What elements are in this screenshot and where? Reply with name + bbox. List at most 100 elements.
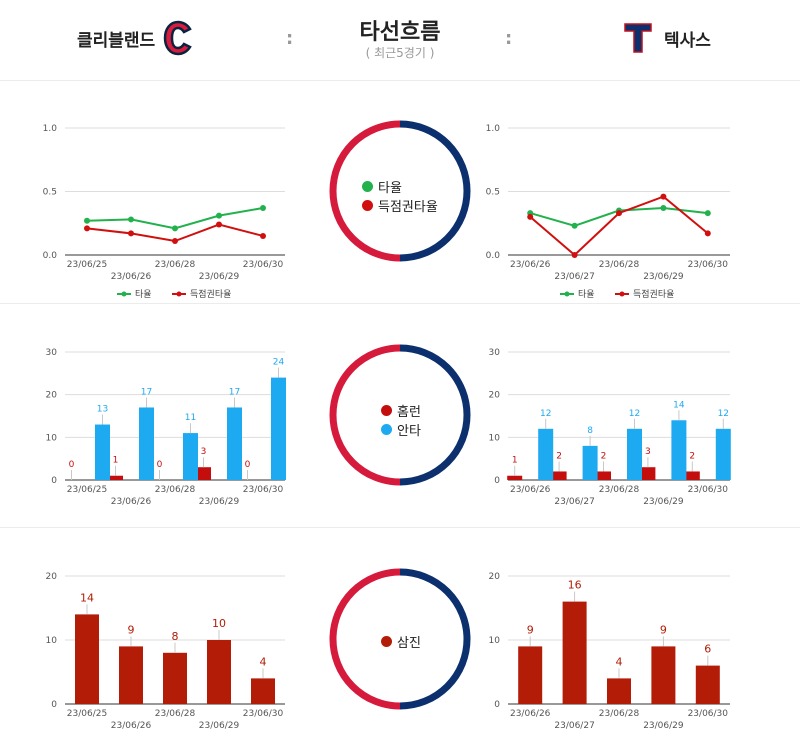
data-label: 17 (141, 387, 152, 397)
x-tick-label: 23/06/28 (155, 709, 196, 719)
data-label: 0 (69, 460, 75, 470)
data-label: 6 (704, 643, 711, 656)
x-tick-label: 23/06/26 (111, 721, 152, 731)
data-label: 8 (587, 426, 593, 436)
data-label: 9 (128, 623, 135, 636)
strikeout-legend: 삼진 (381, 632, 421, 651)
data-label: 1 (512, 456, 518, 466)
x-tick-label: 23/06/29 (199, 272, 240, 282)
x-tick-label: 23/06/29 (643, 272, 684, 282)
y-tick-label: 0 (51, 700, 57, 710)
data-label: 24 (273, 358, 285, 368)
cleveland-batting-chart: 0.0 0.5 1.0 23/06/25 23/06/2623/06/2823/06/2… (43, 124, 285, 300)
section-divider (0, 527, 800, 528)
bar (271, 377, 286, 480)
data-label: 12 (629, 409, 640, 419)
x-tick-label: 23/06/30 (243, 709, 284, 719)
data-label: 13 (97, 405, 108, 415)
hr-dot-icon (381, 405, 392, 416)
data-point (571, 252, 578, 258)
legend-label: 득점권타율 (190, 288, 231, 300)
avg-dot-icon (362, 181, 373, 192)
y-tick-label: 30 (489, 348, 501, 358)
so-dot-icon (381, 636, 392, 647)
y-tick-label: 30 (46, 348, 58, 358)
bar (227, 407, 242, 480)
data-label: 0 (157, 460, 163, 470)
left-team-name: 클리블랜드 (77, 31, 156, 51)
cleveland-hits-chart: 010203023/06/2523/06/2623/06/2823/06/292… (46, 348, 286, 507)
data-label: 2 (556, 451, 562, 461)
x-tick-label: 23/06/28 (155, 485, 196, 495)
y-tick-label: 10 (489, 636, 501, 646)
data-label: 4 (616, 655, 623, 668)
x-tick-label: 23/06/26 (111, 497, 152, 507)
data-point (172, 225, 178, 232)
x-tick-label: 23/06/30 (243, 485, 284, 495)
bar (640, 467, 656, 480)
y-tick-label: 0.5 (43, 188, 57, 198)
bar (715, 428, 731, 480)
x-tick-label: 23/06/28 (155, 260, 196, 270)
legend-item-hits: 안타 (381, 420, 421, 439)
data-point (704, 210, 711, 217)
data-label: 9 (527, 623, 534, 636)
batting-ring (329, 120, 471, 262)
data-point (616, 210, 622, 217)
data-label: 17 (229, 387, 240, 397)
bar (207, 640, 231, 704)
x-tick-label: 23/06/26 (510, 709, 551, 719)
data-point (172, 238, 178, 245)
bar (163, 652, 187, 704)
data-label: 14 (80, 591, 94, 604)
data-label: 2 (601, 451, 607, 461)
header: 클리블랜드 C : 타선흐름 ( 최근5경기 ) : T 텍사스 (0, 0, 800, 81)
data-label: 16 (568, 579, 582, 592)
data-label: 1 (113, 456, 119, 466)
data-point (660, 205, 667, 212)
bar (95, 424, 110, 480)
x-tick-label: 23/06/29 (199, 497, 240, 507)
data-point (260, 205, 266, 212)
x-tick-label: 23/06/28 (599, 709, 640, 719)
legend-item-avg: 타율 (362, 177, 438, 196)
bar (582, 445, 598, 480)
x-tick-label: 23/06/25 (67, 260, 107, 270)
series-line (529, 195, 709, 257)
right-separator: : (505, 28, 513, 49)
data-point (527, 213, 534, 220)
y-tick-label: 1.0 (43, 124, 58, 134)
y-tick-label: 20 (489, 391, 501, 401)
right-team-name: 텍사스 (664, 31, 711, 51)
y-tick-label: 0 (51, 476, 57, 486)
legend-marker-icon (564, 291, 570, 297)
data-label: 11 (185, 413, 196, 423)
x-tick-label: 23/06/27 (554, 721, 594, 731)
x-tick-label: 23/06/26 (111, 272, 152, 282)
y-tick-label: 20 (46, 391, 58, 401)
bar (196, 467, 211, 480)
legend-item-so: 삼진 (381, 632, 421, 651)
batting-legend: 타율 득점권타율 (362, 177, 438, 215)
page-title: 타선흐름 (359, 20, 441, 45)
x-tick-label: 23/06/29 (643, 721, 684, 731)
y-tick-label: 10 (46, 636, 58, 646)
legend-marker-icon (121, 291, 127, 297)
data-label: 2 (689, 451, 695, 461)
y-tick-label: 1.0 (486, 124, 501, 134)
legend-label: 타율 (135, 289, 152, 300)
bar (684, 471, 700, 480)
bar (551, 471, 567, 480)
x-tick-label: 23/06/28 (599, 485, 640, 495)
series-line (86, 207, 264, 230)
data-label: 4 (260, 655, 267, 668)
data-point (216, 212, 222, 219)
y-tick-label: 20 (46, 572, 58, 582)
bar (518, 646, 543, 704)
data-point (660, 193, 667, 200)
risp-dot-icon (362, 200, 373, 211)
data-label: 12 (540, 409, 551, 419)
bar (538, 428, 554, 480)
y-tick-label: 0.0 (43, 251, 58, 261)
